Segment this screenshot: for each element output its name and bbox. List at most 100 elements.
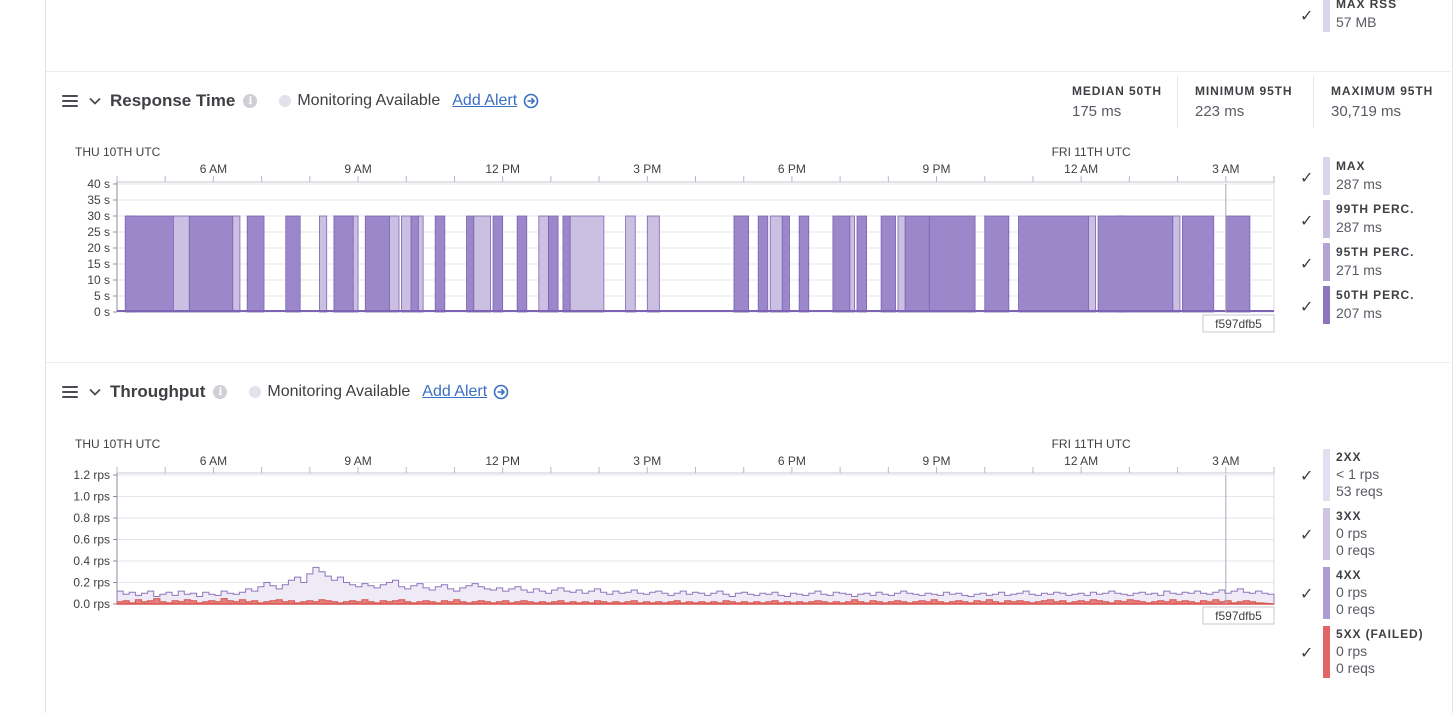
throughput-header: Throughput i Monitoring Available Add Al… xyxy=(62,380,509,404)
legend-value: 57 MB xyxy=(1336,14,1377,30)
response-time-header: Response Time i Monitoring Available Add… xyxy=(62,89,539,113)
response-bar-dark xyxy=(880,215,896,313)
response-bar-dark xyxy=(516,215,528,313)
info-icon[interactable]: i xyxy=(213,385,228,399)
monitoring-status: Monitoring Available xyxy=(297,92,441,109)
y-tick-label: 1.0 rps xyxy=(73,490,110,504)
check-icon: ✓ xyxy=(1300,586,1314,603)
legend-value: 0 rps xyxy=(1336,584,1368,600)
release-badge xyxy=(1202,606,1275,625)
legend-title: 3XX xyxy=(1336,509,1362,523)
response-bar-light xyxy=(569,215,605,313)
chevron-down-icon[interactable] xyxy=(88,94,102,108)
legend-value: 271 ms xyxy=(1336,262,1382,278)
legend-color-swatch xyxy=(1323,157,1330,195)
stat-divider xyxy=(1177,76,1178,128)
y-tick-label: 0.8 rps xyxy=(73,511,110,525)
legend-item-max-rss[interactable]: ✓ MAX RSS 57 MB xyxy=(1300,0,1450,34)
legend-color-swatch xyxy=(1323,243,1330,281)
time-tick-label: 9 PM xyxy=(923,162,951,176)
time-tick-label: 3 AM xyxy=(1212,162,1239,176)
time-tick-label: 3 PM xyxy=(633,454,661,468)
response-bar-dark xyxy=(781,215,790,313)
response-bar-dark xyxy=(733,215,749,313)
add-alert-link[interactable]: Add Alert xyxy=(452,92,518,109)
y-tick-label: 0.6 rps xyxy=(73,533,110,547)
section-title: Throughput xyxy=(110,382,206,401)
time-tick-label: 6 PM xyxy=(778,454,806,468)
response-bar-dark xyxy=(798,215,810,313)
time-tick-label: 12 AM xyxy=(1064,454,1098,468)
y-tick-label: 25 s xyxy=(87,225,110,239)
legend-item-3xx[interactable]: ✓ 3XX 0 rps 0 reqs xyxy=(1300,508,1450,560)
legend-title: 4XX xyxy=(1336,568,1362,582)
median-baseline xyxy=(117,310,1274,312)
response-time-chart[interactable]: THU 10TH UTC FRI 11TH UTC 6 AM 9 AM 12 PM 3 P… xyxy=(60,140,1290,340)
response-bar-light xyxy=(769,215,783,313)
legend-color-swatch xyxy=(1323,567,1330,619)
legend-value: 207 ms xyxy=(1336,305,1382,321)
response-bar-dark xyxy=(285,215,301,313)
arrow-circle-right-icon[interactable] xyxy=(523,93,539,109)
legend-title: 95TH PERC. xyxy=(1336,245,1415,259)
response-bar-light xyxy=(232,215,241,313)
arrow-circle-right-icon[interactable] xyxy=(493,384,509,400)
drag-handle-icon[interactable] xyxy=(62,386,78,398)
legend-item-max[interactable]: ✓ MAX 287 ms xyxy=(1300,157,1450,195)
response-bar-dark xyxy=(1182,215,1215,313)
legend-color-swatch xyxy=(1323,508,1330,560)
time-tick-label: 12 AM xyxy=(1064,162,1098,176)
status-dot-icon xyxy=(279,95,292,107)
response-bar-light xyxy=(897,215,906,313)
y-tick-label: 0.2 rps xyxy=(73,576,110,590)
monitoring-status: Monitoring Available xyxy=(267,383,411,400)
time-tick-label: 12 PM xyxy=(485,162,520,176)
check-icon: ✓ xyxy=(1300,527,1314,544)
y-tick-label: 20 s xyxy=(87,241,110,255)
legend-item-4xx[interactable]: ✓ 4XX 0 rps 0 reqs xyxy=(1300,567,1450,619)
response-bar-dark xyxy=(757,215,769,313)
legend-item-99th[interactable]: ✓ 99TH PERC. 287 ms xyxy=(1300,200,1450,238)
response-bar-dark xyxy=(904,215,930,313)
drag-handle-icon[interactable] xyxy=(62,95,78,107)
add-alert-link[interactable]: Add Alert xyxy=(422,383,488,400)
legend-value: < 1 rps xyxy=(1336,466,1380,482)
stat-label: MINIMUM 95TH xyxy=(1195,84,1293,98)
y-tick-label: 40 s xyxy=(87,177,110,191)
info-icon[interactable]: i xyxy=(243,94,258,108)
response-bar-dark xyxy=(492,215,504,313)
stat-value: 175 ms xyxy=(1072,103,1122,120)
response-bar-light xyxy=(172,215,190,313)
legend-item-50th[interactable]: ✓ 50TH PERC. 207 ms xyxy=(1300,286,1450,324)
legend-item-95th[interactable]: ✓ 95TH PERC. 271 ms xyxy=(1300,243,1450,281)
legend-title: 5XX (FAILED) xyxy=(1336,627,1424,641)
response-bar-dark xyxy=(832,215,851,313)
legend-value: 0 rps xyxy=(1336,525,1368,541)
release-badge xyxy=(1202,314,1275,333)
chevron-down-icon[interactable] xyxy=(88,385,102,399)
throughput-chart[interactable]: THU 10TH UTC FRI 11TH UTC 6 AM 9 AM 12 PM 3 P… xyxy=(60,432,1290,632)
response-bar-dark xyxy=(124,215,174,313)
section-divider xyxy=(46,362,1450,363)
response-bar-dark xyxy=(364,215,390,313)
stat-divider xyxy=(1313,76,1314,128)
time-tick-label: 3 PM xyxy=(633,162,661,176)
response-bar-dark xyxy=(434,215,446,313)
legend-item-2xx[interactable]: ✓ 2XX < 1 rps 53 reqs xyxy=(1300,449,1450,501)
stat-maximum-95th: MAXIMUM 95TH 30,719 ms xyxy=(1331,84,1433,120)
y-tick-label: 1.2 rps xyxy=(73,468,110,482)
response-bar-dark xyxy=(984,215,1010,313)
response-bar-dark xyxy=(333,215,354,313)
stat-value: 223 ms xyxy=(1195,103,1245,120)
series-2xx-area xyxy=(116,566,1275,605)
check-icon: ✓ xyxy=(1300,645,1314,662)
legend-value: 0 reqs xyxy=(1336,542,1375,558)
legend-item-5xx[interactable]: ✓ 5XX (FAILED) 0 rps 0 reqs xyxy=(1300,626,1450,678)
legend-value: 0 rps xyxy=(1336,643,1368,659)
section-divider xyxy=(46,71,1450,72)
response-bar-light xyxy=(473,215,492,313)
stat-label: MAXIMUM 95TH xyxy=(1331,84,1434,98)
y-tick-label: 10 s xyxy=(87,273,110,287)
response-bar-dark xyxy=(188,215,234,313)
legend-title: 2XX xyxy=(1336,450,1362,464)
